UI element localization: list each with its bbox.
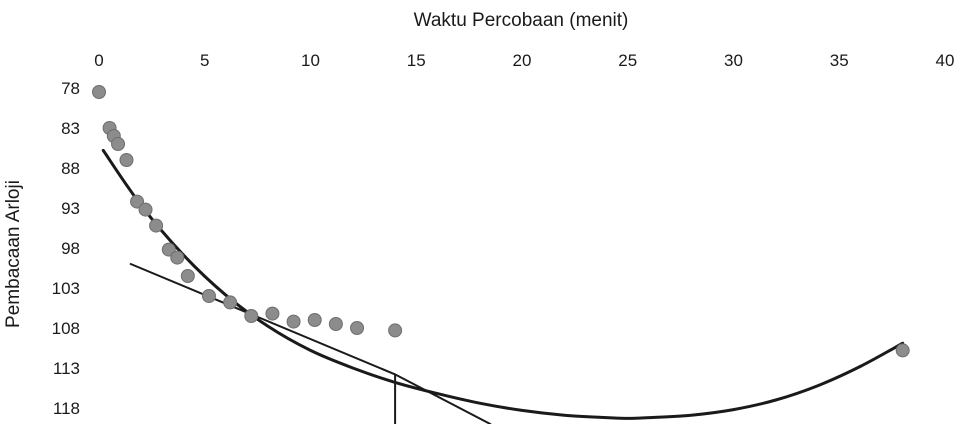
data-point	[180, 269, 195, 283]
data-point	[119, 153, 134, 167]
x-tick-label: 0	[94, 51, 103, 70]
y-tick-label: 93	[61, 199, 80, 218]
data-point	[149, 218, 164, 233]
x-tick-label: 5	[200, 51, 209, 70]
data-point	[307, 313, 322, 327]
x-axis-label: Waktu Percobaan (menit)	[414, 10, 629, 31]
y-tick-label: 78	[61, 79, 80, 98]
data-point	[350, 321, 365, 335]
data-point	[895, 343, 910, 358]
data-points	[92, 85, 910, 358]
y-tick-label: 83	[61, 119, 80, 138]
data-point	[265, 306, 280, 321]
y-tick-labels: 78 83 88 93 98 103 108 113 118	[52, 79, 80, 418]
fit-lines	[101, 148, 905, 424]
x-tick-label: 25	[618, 51, 637, 70]
y-tick-label: 98	[61, 239, 80, 258]
y-tick-label: 88	[61, 159, 80, 178]
data-point	[244, 309, 259, 323]
data-point	[111, 137, 126, 151]
data-point	[161, 242, 176, 257]
x-tick-label: 30	[724, 51, 743, 70]
x-tick-label: 35	[830, 51, 849, 70]
y-tick-label: 113	[53, 359, 80, 378]
x-tick-label: 40	[936, 51, 955, 70]
x-tick-labels: 0 5 10 15 20 25 30 35 40	[94, 51, 954, 70]
data-point	[130, 194, 145, 209]
data-point	[328, 317, 343, 331]
data-point	[138, 202, 153, 217]
series-2-line	[129, 263, 492, 424]
y-tick-label: 108	[52, 319, 80, 338]
x-tick-label: 20	[513, 51, 532, 70]
data-point	[388, 323, 403, 338]
y-axis-label: Pembacaan Arloji	[3, 180, 24, 328]
x-tick-label: 10	[301, 51, 320, 70]
data-point	[170, 250, 185, 265]
y-tick-label: 103	[52, 279, 80, 298]
data-point	[92, 85, 106, 99]
y-tick-label: 118	[53, 399, 80, 418]
x-tick-label: 15	[407, 51, 426, 70]
series-1-line	[101, 148, 905, 420]
data-point	[286, 314, 301, 329]
data-point	[201, 289, 216, 303]
data-point	[223, 295, 238, 310]
